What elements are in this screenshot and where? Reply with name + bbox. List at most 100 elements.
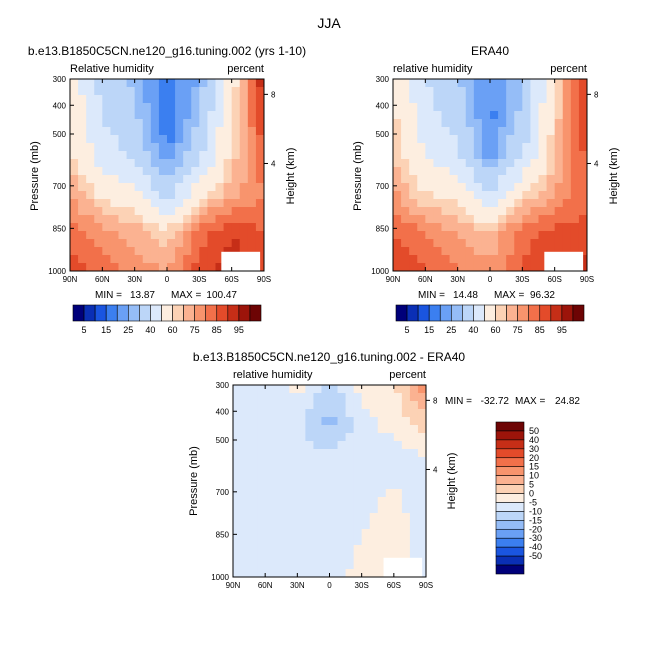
heatmap-cell	[449, 183, 459, 192]
heatmap-cell	[417, 151, 426, 160]
y-tick-label: 850	[53, 224, 67, 233]
heatmap-cell	[150, 87, 160, 96]
heatmap-cell	[231, 127, 241, 136]
heatmap-cell	[175, 103, 184, 112]
heatmap-cell	[142, 223, 152, 232]
heatmap-cell	[118, 159, 127, 168]
heatmap-cell	[457, 247, 467, 256]
heatmap-cell	[78, 87, 87, 96]
heatmap-cell	[142, 207, 152, 216]
heatmap-cell	[321, 409, 330, 418]
heatmap-cell	[425, 223, 434, 232]
heatmap-cell	[417, 255, 426, 264]
heatmap-cell	[554, 79, 564, 88]
heatmap-cell	[490, 135, 499, 144]
heatmap-cell	[273, 441, 282, 450]
heatmap-cell	[441, 247, 450, 256]
heatmap-cell	[249, 425, 258, 434]
heatmap-cell	[401, 449, 411, 458]
heatmap-cell	[522, 175, 531, 184]
heatmap-cell	[377, 481, 387, 490]
heatmap-cell	[538, 247, 547, 256]
heatmap-cell	[465, 239, 475, 248]
heatmap-cell	[257, 417, 266, 426]
heatmap-cell	[490, 95, 499, 104]
heatmap-cell	[361, 513, 371, 522]
heatmap-cell	[449, 127, 459, 136]
heatmap-cell	[481, 175, 491, 184]
heatmap-cell	[337, 449, 346, 458]
heatmap-cell	[522, 207, 531, 216]
heatmap-cell	[377, 457, 387, 466]
heatmap-cell	[361, 385, 371, 394]
heatmap-cell	[321, 385, 330, 394]
heatmap-cell	[239, 119, 249, 128]
heatmap-cell	[257, 481, 266, 490]
heatmap-cell	[465, 207, 475, 216]
y-tick-label: 700	[216, 488, 230, 497]
heatmap-cell	[273, 561, 282, 570]
heatmap-cell	[433, 215, 442, 224]
heatmap-cell	[167, 95, 176, 104]
heatmap-cell	[570, 87, 580, 96]
x-tick-label: 60S	[548, 275, 562, 284]
heatmap-cell	[377, 425, 387, 434]
heatmap-cell	[110, 175, 119, 184]
heatmap-cell	[353, 385, 363, 394]
heatmap-cell	[490, 263, 499, 272]
heatmap-cell	[305, 473, 314, 482]
heatmap-cell	[369, 569, 379, 578]
heatmap-cell	[167, 135, 176, 144]
heatmap-cell	[305, 425, 314, 434]
heatmap-cell	[265, 433, 274, 442]
heatmap-cell	[514, 255, 523, 264]
heatmap-cell	[313, 417, 322, 426]
heatmap-cell	[207, 103, 216, 112]
heatmap-cell	[481, 255, 491, 264]
heatmap-cell	[425, 231, 434, 240]
heatmap-cell	[393, 529, 403, 538]
heatmap-cell	[498, 87, 507, 96]
heatmap-cell	[265, 553, 274, 562]
heatmap-cell	[369, 521, 379, 530]
heatmap-cell	[94, 87, 103, 96]
heatmap-cell	[273, 529, 282, 538]
heatmap-cell	[369, 457, 379, 466]
heatmap-cell	[417, 465, 427, 474]
heatmap-cell	[490, 191, 499, 200]
heatmap-cell	[313, 473, 322, 482]
heatmap-cell	[329, 433, 338, 442]
heatmap-cell	[562, 183, 572, 192]
heatmap-cell	[231, 183, 241, 192]
heatmap-cell	[465, 175, 475, 184]
heatmap-cell	[313, 401, 322, 410]
heatmap-cell	[215, 247, 224, 256]
heatmap-cell	[223, 119, 233, 128]
heatmap-cell	[207, 215, 216, 224]
heatmap-cell	[401, 505, 411, 514]
heatmap-cell	[78, 167, 87, 176]
heatmap-cell	[118, 143, 127, 152]
heatmap-cell	[473, 199, 483, 208]
heatmap-cell	[538, 95, 547, 104]
heatmap-cell	[425, 199, 434, 208]
heatmap-cell	[546, 95, 556, 104]
heatmap-cell	[223, 223, 233, 232]
heatmap-cell	[530, 199, 539, 208]
heatmap-cell	[465, 159, 475, 168]
heatmap-cell	[305, 441, 314, 450]
heatmap-cell	[490, 127, 499, 136]
heatmap-cell	[102, 111, 111, 120]
heatmap-cell	[570, 247, 580, 256]
heatmap-cell	[215, 95, 224, 104]
heatmap-cell	[481, 215, 491, 224]
heatmap-cell	[546, 111, 556, 120]
heatmap-cell	[233, 449, 242, 458]
heatmap-cell	[441, 183, 450, 192]
heatmap-cell	[329, 481, 338, 490]
heatmap-cell	[313, 409, 322, 418]
heatmap-cell	[249, 473, 258, 482]
heatmap-cell	[417, 159, 426, 168]
heatmap-cell	[150, 231, 160, 240]
heatmap-cell	[385, 481, 395, 490]
